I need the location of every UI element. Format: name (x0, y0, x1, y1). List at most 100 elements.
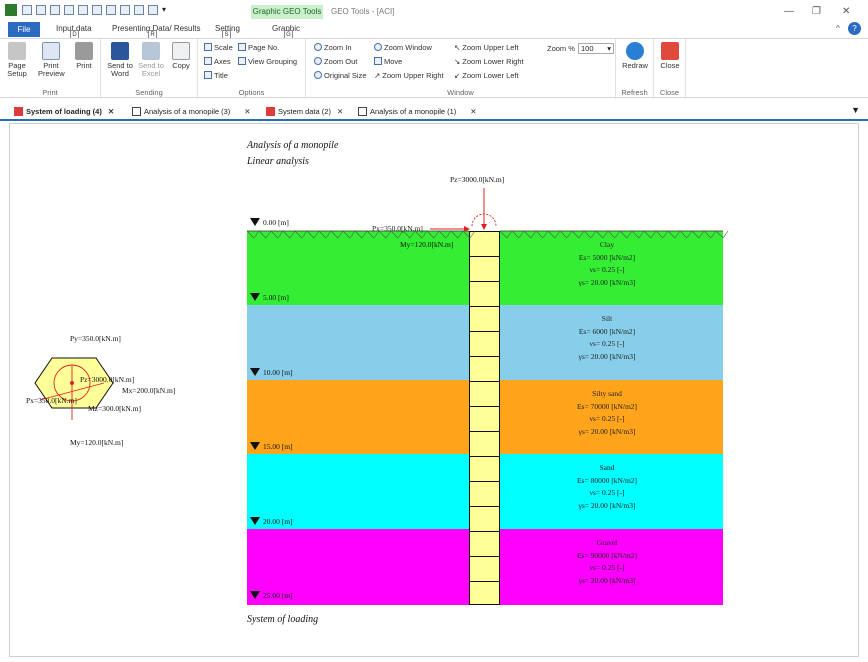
print-label: Print (76, 61, 92, 70)
send-to-excel-button[interactable]: Send to Excel (137, 42, 165, 78)
depth-marker: 10.00 [m] (250, 368, 293, 377)
tab-graphic[interactable]: Graphic (272, 24, 301, 33)
restore-icon[interactable]: ❐ (812, 6, 821, 17)
doc-tab-analysis-1[interactable]: Analysis of a monopile (1) ✕ (356, 105, 477, 120)
my-moment-arc (471, 213, 497, 227)
original-size-button[interactable]: Original Size (314, 71, 367, 80)
zoom-in-button[interactable]: Zoom In (314, 43, 352, 52)
hatch-line (313, 230, 320, 239)
depth-marker: 15.00 [m] (250, 442, 293, 451)
new-icon[interactable] (22, 5, 32, 15)
pile-segment-line (470, 456, 499, 457)
close-tab-icon[interactable]: ✕ (470, 107, 477, 116)
tab-list-dropdown-icon[interactable]: ▼ (851, 105, 860, 115)
chevron-down-icon: ▾ (607, 44, 611, 53)
doc-tab-system-data[interactable]: System data (2) ✕ (264, 105, 343, 120)
layer-gamma: γs= 20.00 [kN/m3] (578, 277, 636, 287)
save-as-icon[interactable] (64, 5, 74, 15)
title-button[interactable]: Title (204, 71, 228, 80)
hatch-line (421, 230, 428, 239)
zoom-upper-right-button[interactable]: ↗ Zoom Upper Right (374, 71, 444, 80)
depth-label: 15.00 [m] (263, 442, 293, 451)
layer-props-silty-sand: Silty sand Es= 70000 [kN/m2] νs= 0.25 [-] γ… (552, 388, 662, 438)
hatch-line (638, 230, 645, 239)
drawing-subtitle: Linear analysis (247, 156, 309, 167)
print-button[interactable]: Print (72, 42, 96, 70)
move-button[interactable]: Move (374, 57, 402, 66)
zoom-lower-left-button[interactable]: ↙ Zoom Lower Left (454, 71, 519, 80)
close-window-icon[interactable]: ✕ (842, 6, 851, 17)
hatch-line (631, 230, 640, 239)
page-setup-button[interactable]: Page Setup (4, 42, 30, 78)
pile-segment-line (470, 256, 499, 257)
minimize-icon[interactable]: — (784, 6, 794, 17)
hatch-line (667, 230, 676, 239)
open-icon[interactable] (36, 5, 46, 15)
print-preview-button[interactable]: Print Preview (38, 42, 65, 78)
view-grouping-button[interactable]: View Grouping (238, 57, 297, 66)
move-label: Move (384, 57, 403, 66)
original-size-icon (314, 71, 322, 79)
close-button[interactable]: Close (658, 42, 682, 70)
layer-es: Es= 80000 [kN/m2] (576, 475, 638, 485)
pile[interactable] (469, 231, 500, 605)
hatch-line (253, 230, 260, 239)
customize-qa-icon[interactable]: ▾ (162, 5, 167, 14)
hatch-line (643, 230, 652, 239)
depth-marker: 5.00 [m] (250, 293, 289, 302)
scale-button[interactable]: Scale (204, 43, 233, 52)
zoom-upper-left-button[interactable]: ↖ Zoom Upper Left (454, 43, 519, 52)
close-tab-icon[interactable]: ✕ (107, 107, 115, 116)
layer-gamma: γs= 20.00 [kN/m3] (578, 575, 636, 585)
axes-button[interactable]: Axes (204, 57, 231, 66)
group-window-label: Window (447, 88, 474, 97)
view-grouping-label: View Grouping (248, 57, 298, 66)
redraw-icon (626, 42, 644, 60)
plan-pz-label: Pz=3000.0[kN.m] (80, 375, 135, 384)
tab-input-data[interactable]: Input data (56, 24, 92, 33)
level-triangle-icon (250, 218, 260, 226)
drawing-icon (266, 107, 275, 116)
tab-presenting[interactable]: Presenting Data/ Results (112, 24, 201, 33)
drawing-footer: System of loading (247, 614, 319, 625)
zoom-out-button[interactable]: Zoom Out (314, 57, 357, 66)
collapse-ribbon-icon[interactable]: ^ (836, 24, 840, 33)
zoom-window-button[interactable]: Zoom Window (374, 43, 432, 52)
undo-icon[interactable] (134, 5, 144, 15)
redraw-button[interactable]: Redraw (620, 42, 650, 70)
doc-tab-system-of-loading[interactable]: System of loading (4) ✕ (12, 105, 114, 120)
print-quick-icon[interactable] (120, 5, 130, 15)
group-refresh: Redraw Refresh (616, 39, 654, 99)
depth-label: 0.00 [m] (263, 218, 289, 227)
zoom-lower-left-label: Zoom Lower Left (462, 71, 519, 80)
doc-tab-analysis-3[interactable]: Analysis of a monopile (3) ✕ (130, 105, 251, 120)
hatch-line (457, 230, 464, 239)
table-icon (132, 107, 141, 116)
zoom-lower-right-label: Zoom Lower Right (462, 57, 524, 66)
pile-segment-line (470, 581, 499, 582)
window-title: GEO Tools - [ACI] (331, 7, 395, 16)
tab-file[interactable]: File (8, 22, 40, 37)
copy-button[interactable]: Copy (169, 42, 193, 70)
save-icon[interactable] (50, 5, 60, 15)
pile-segment-line (470, 331, 499, 332)
pile-segment-line (470, 306, 499, 307)
close-tab-icon[interactable]: ✕ (244, 107, 251, 116)
hatch-line (342, 230, 351, 239)
import-icon[interactable] (92, 5, 102, 15)
depth-marker: 20.00 [m] (250, 517, 293, 526)
tab-setting[interactable]: Setting (215, 24, 240, 33)
send-to-word-button[interactable]: Send to Word (106, 42, 134, 78)
layer-props-gravel: Gravel Es= 90000 [kN/m2] νs= 0.25 [-] γs= 2… (552, 537, 662, 587)
zoom-lower-right-button[interactable]: ↘ Zoom Lower Right (454, 57, 524, 66)
save-all-icon[interactable] (78, 5, 88, 15)
redo-icon[interactable] (148, 5, 158, 15)
hatch-line (469, 230, 476, 239)
level-triangle-icon (250, 368, 260, 376)
px-arrowhead (464, 226, 470, 232)
close-tab-icon[interactable]: ✕ (336, 107, 344, 116)
zoom-percent-select[interactable]: 100 ▾ (578, 43, 614, 54)
help-icon[interactable]: ? (848, 22, 861, 35)
page-no-button[interactable]: Page No. (238, 43, 279, 52)
export-icon[interactable] (106, 5, 116, 15)
